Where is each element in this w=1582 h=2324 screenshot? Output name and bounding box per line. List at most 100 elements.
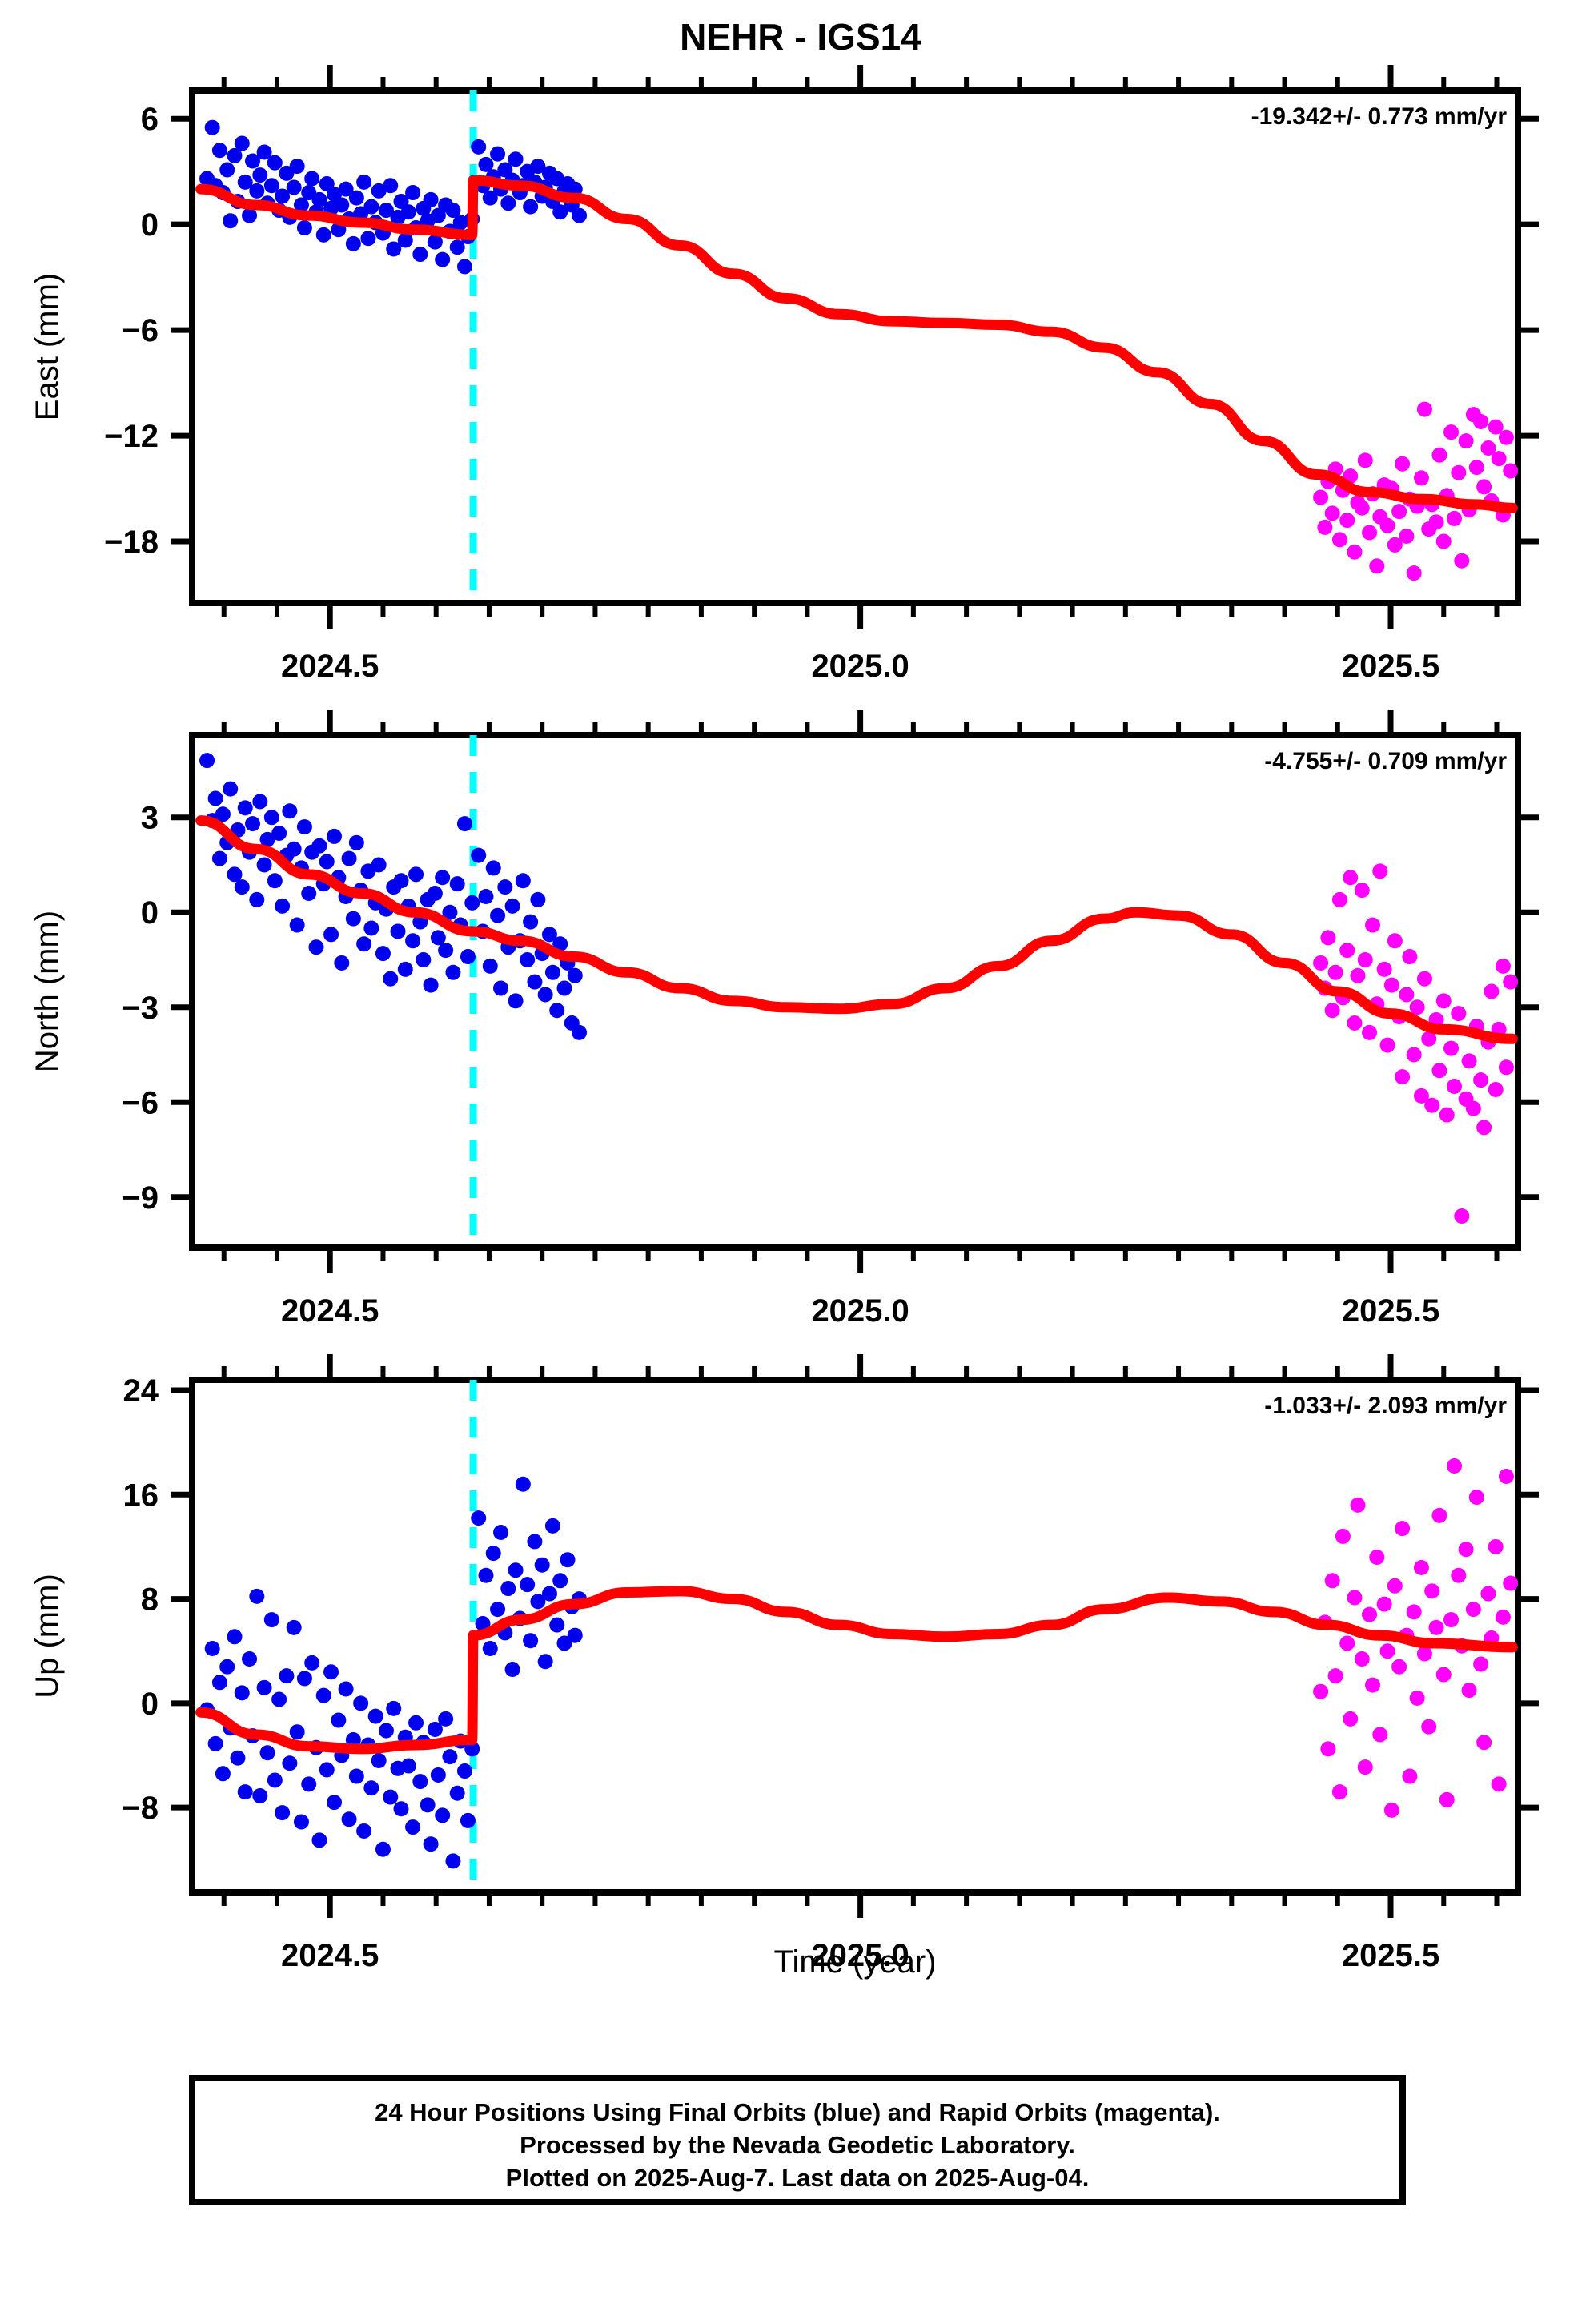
data-point — [530, 1594, 546, 1610]
data-point — [296, 220, 312, 236]
data-point — [1372, 863, 1388, 879]
data-point — [552, 204, 568, 220]
data-point — [1451, 1006, 1467, 1022]
data-point — [438, 943, 454, 959]
data-point — [311, 1832, 327, 1848]
data-point — [1347, 544, 1363, 560]
data-point — [572, 1024, 588, 1040]
data-point — [1421, 1031, 1437, 1047]
data-point — [1369, 1549, 1385, 1565]
data-point — [245, 816, 261, 832]
data-point — [223, 781, 239, 797]
data-point — [286, 1619, 302, 1635]
y-tick-label: −8 — [122, 1791, 159, 1826]
data-point — [1320, 930, 1336, 946]
data-point — [338, 181, 354, 197]
data-point — [308, 939, 324, 955]
data-point — [405, 933, 421, 949]
data-point — [1395, 456, 1411, 472]
data-point — [319, 176, 335, 192]
data-point — [508, 1562, 524, 1578]
data-point — [1350, 967, 1366, 983]
data-point — [456, 1763, 472, 1779]
data-point — [515, 1476, 531, 1492]
y-tick-label: 3 — [141, 801, 159, 836]
data-point — [1447, 1458, 1463, 1474]
data-point — [541, 927, 557, 943]
data-point — [423, 1836, 439, 1852]
x-axis-label: Time (year) — [774, 1944, 937, 1980]
data-point — [1443, 1612, 1460, 1628]
data-point — [527, 974, 543, 990]
data-point — [263, 1612, 279, 1628]
data-point — [1454, 1208, 1470, 1224]
data-point — [537, 1654, 553, 1670]
data-point — [1339, 513, 1355, 529]
data-point — [267, 1772, 283, 1788]
data-point — [420, 1797, 436, 1813]
data-point — [523, 1633, 539, 1649]
data-point — [449, 876, 465, 892]
data-point — [304, 171, 320, 187]
data-point — [435, 251, 451, 267]
data-point — [356, 936, 372, 952]
y-tick-label: 16 — [123, 1478, 159, 1513]
data-point — [301, 886, 317, 902]
data-point — [482, 190, 498, 206]
data-point — [1413, 1088, 1429, 1104]
data-point — [252, 794, 268, 810]
data-point — [520, 1577, 536, 1593]
data-point — [430, 930, 446, 946]
data-point — [199, 753, 215, 769]
y-tick-label: −18 — [104, 525, 159, 560]
data-point — [504, 898, 520, 914]
data-point — [275, 188, 291, 204]
plot-frame — [189, 1377, 1521, 1896]
data-point — [348, 190, 364, 206]
caption-frame — [189, 2075, 1406, 2205]
data-point — [1435, 533, 1452, 549]
data-point — [1476, 479, 1492, 495]
data-point — [1495, 1609, 1511, 1625]
caption-line-1: 24 Hour Positions Using Final Orbits (bl… — [375, 2098, 1220, 2126]
data-point — [301, 1776, 317, 1792]
panel-north: 3 0 −3 −6 −9 2024.5 2025.0 2025.5 North (mm) -4.7… — [30, 710, 1539, 1329]
data-point — [360, 231, 376, 247]
x-tick-label: 2024.5 — [281, 1293, 379, 1329]
data-point — [275, 1805, 291, 1821]
data-point — [1473, 413, 1489, 429]
data-point — [464, 1741, 480, 1757]
data-point — [1339, 1635, 1355, 1651]
data-point — [1473, 1656, 1489, 1672]
data-point — [331, 1712, 347, 1728]
data-point — [1447, 1079, 1463, 1095]
data-point — [327, 1795, 343, 1811]
data-point — [1313, 955, 1329, 971]
data-point — [249, 183, 265, 199]
data-point — [1503, 1575, 1518, 1591]
data-point — [1503, 463, 1518, 479]
data-point — [527, 1534, 543, 1550]
data-point — [323, 1664, 339, 1680]
data-point — [1395, 1521, 1411, 1537]
data-point — [234, 1685, 250, 1701]
data-point — [1347, 1590, 1363, 1606]
data-point — [1402, 1768, 1418, 1784]
data-point — [1350, 1497, 1366, 1513]
data-point — [383, 178, 399, 194]
plot-frame — [189, 87, 1521, 606]
data-point — [311, 838, 327, 854]
data-point — [1327, 1668, 1343, 1684]
data-point — [1413, 1560, 1429, 1575]
x-tick-label: 2025.0 — [811, 649, 909, 684]
data-point — [345, 235, 361, 251]
plot-area — [195, 735, 1518, 1248]
data-point — [435, 870, 451, 886]
data-point — [556, 1635, 572, 1651]
data-point — [1391, 1659, 1407, 1675]
data-point — [504, 1662, 520, 1678]
data-point — [1458, 1542, 1474, 1558]
data-point — [1480, 440, 1496, 456]
rate-annotation: -4.755+/- 0.709 mm/yr — [1264, 748, 1507, 774]
data-point — [263, 178, 279, 194]
